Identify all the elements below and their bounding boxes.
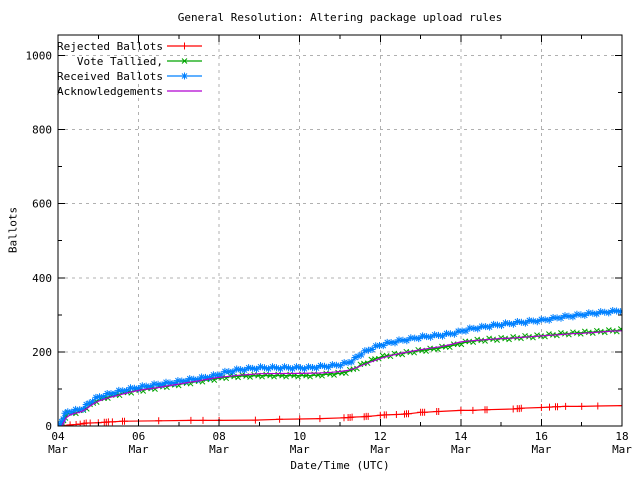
x-tick-label-month: Mar: [451, 443, 471, 456]
series-markers-rejected-ballots: [60, 402, 622, 426]
series-rejected-ballots: [60, 402, 622, 426]
legend-label-vote-tallied: Vote Tallied,: [77, 55, 163, 68]
legend-label-acknowledgements: Acknowledgements: [57, 85, 163, 98]
tick-labels: 0200400600800100004Mar06Mar08Mar10Mar12M…: [26, 49, 633, 456]
x-axis-label: Date/Time (UTC): [290, 459, 390, 472]
chart-title: General Resolution: Altering package upl…: [177, 11, 503, 24]
series-vote-tallied: [59, 326, 622, 426]
legend-marker-rejected-ballots: [181, 42, 188, 50]
legend-marker-received-ballots: [181, 72, 188, 80]
x-tick-label-month: Mar: [129, 443, 149, 456]
axes: [57, 34, 623, 427]
series-markers-received-ballots: [58, 307, 622, 426]
x-tick-label-day: 14: [454, 430, 468, 443]
x-tick-label-month: Mar: [209, 443, 229, 456]
x-tick-label-month: Mar: [612, 443, 632, 456]
x-tick-label-month: Mar: [290, 443, 310, 456]
y-tick-label: 800: [32, 124, 52, 137]
x-tick-label-day: 18: [615, 430, 628, 443]
x-tick-label-day: 16: [535, 430, 548, 443]
x-tick-label-month: Mar: [48, 443, 68, 456]
x-tick-label-day: 12: [374, 430, 387, 443]
x-tick-label-month: Mar: [531, 443, 551, 456]
y-tick-label: 0: [45, 420, 52, 433]
legend-label-rejected-ballots: Rejected Ballots: [57, 40, 163, 53]
y-tick-label: 1000: [26, 49, 53, 62]
x-tick-label-day: 04: [51, 430, 65, 443]
x-tick-label-month: Mar: [370, 443, 390, 456]
x-tick-label-day: 08: [212, 430, 225, 443]
gridlines: [58, 35, 622, 426]
y-tick-label: 400: [32, 272, 52, 285]
x-tick-label-day: 10: [293, 430, 306, 443]
legend-marker-vote-tallied: [181, 58, 188, 64]
legend-label-received-ballots: Received Ballots: [57, 70, 163, 83]
series-markers-vote-tallied: [59, 326, 622, 426]
legend: Rejected Ballots Vote Tallied, Received Ba…: [57, 40, 202, 98]
series-acknowledgements: [61, 330, 622, 426]
series-received-ballots: [58, 307, 622, 426]
x-tick-label-day: 06: [132, 430, 145, 443]
y-tick-label: 200: [32, 346, 52, 359]
y-tick-label: 600: [32, 198, 52, 211]
